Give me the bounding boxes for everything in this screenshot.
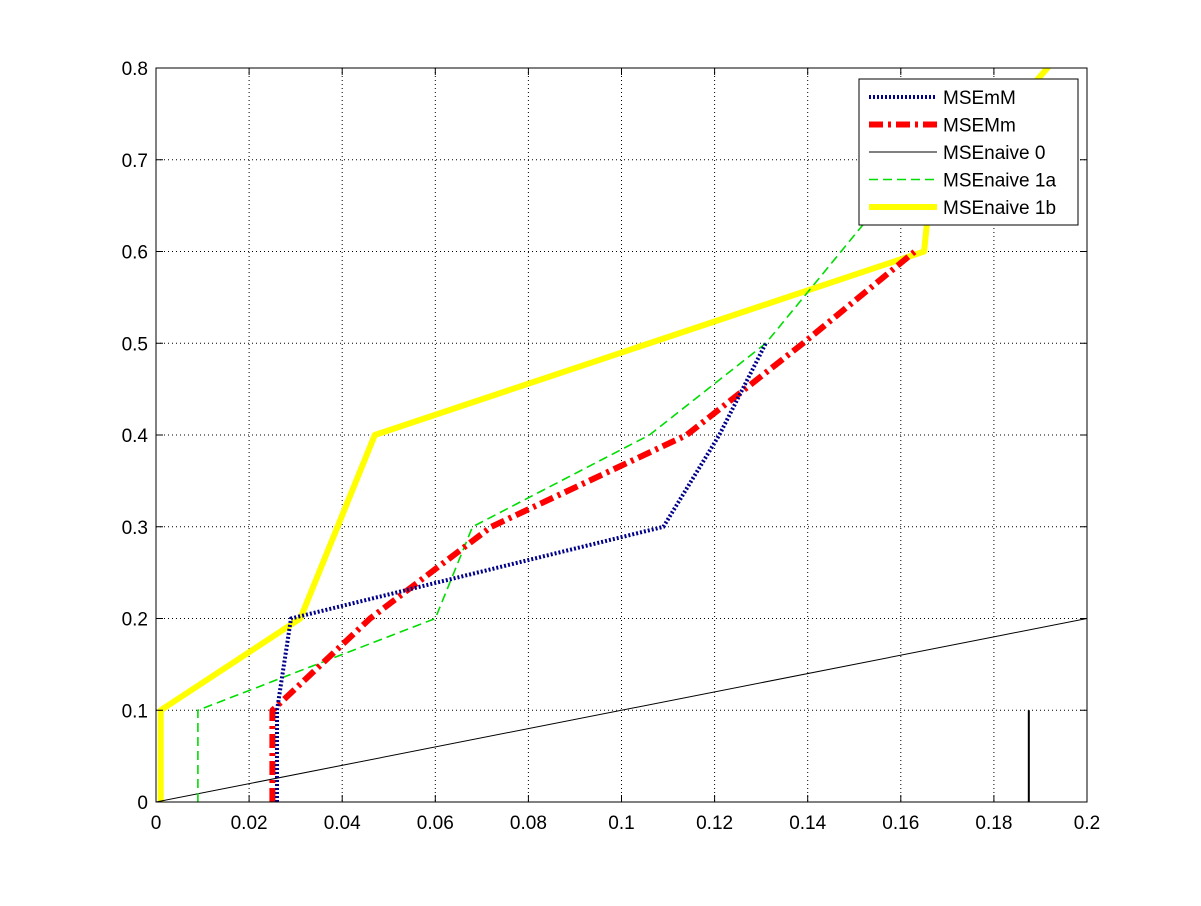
- legend-label: MSEnaive 1b: [943, 198, 1056, 219]
- x-tick-label: 0.08: [510, 813, 547, 834]
- legend-label: MSEnaive 1a: [943, 171, 1056, 192]
- y-tick-label: 0.5: [122, 334, 148, 355]
- y-tick-label: 0.3: [122, 518, 148, 539]
- legend-label: MSEnaive 0: [943, 143, 1045, 164]
- y-tick-label: 0.2: [122, 610, 148, 631]
- x-tick-label: 0.14: [789, 813, 826, 834]
- legend-label: MSEmM: [943, 88, 1016, 109]
- y-tick-label: 0: [137, 793, 148, 814]
- x-tick-label: 0.02: [231, 813, 268, 834]
- y-tick-label: 0.7: [122, 151, 148, 172]
- x-tick-label: 0.18: [975, 813, 1012, 834]
- y-tick-label: 0.1: [122, 701, 148, 722]
- x-tick-label: 0.1: [608, 813, 634, 834]
- x-tick-label: 0: [151, 813, 162, 834]
- y-tick-label: 0.6: [122, 243, 148, 264]
- x-tick-label: 0.06: [417, 813, 454, 834]
- x-tick-label: 0.2: [1074, 813, 1100, 834]
- y-tick-labels: 0 0.1 0.2 0.3 0.4 0.5 0.6 0.7 0.8: [122, 59, 149, 814]
- legend: MSEmM MSEMm MSEnaive 0 MSEnaive 1a MSEnaive …: [859, 79, 1078, 225]
- x-tick-labels: 0 0.02 0.04 0.06 0.08 0.1 0.12 0.14 0.16 0.18 0.2: [151, 813, 1101, 834]
- y-tick-label: 0.4: [122, 426, 149, 447]
- y-tick-label: 0.8: [122, 59, 148, 80]
- x-tick-label: 0.12: [696, 813, 733, 834]
- legend-label: MSEMm: [943, 116, 1016, 137]
- x-tick-label: 0.16: [882, 813, 919, 834]
- x-tick-label: 0.04: [324, 813, 361, 834]
